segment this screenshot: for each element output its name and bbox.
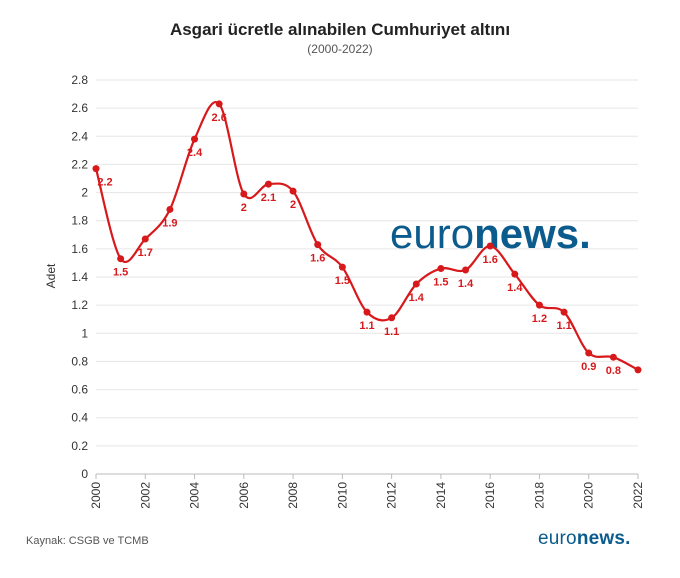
data-label: 1.5 xyxy=(433,277,448,289)
y-tick-label: 0.2 xyxy=(71,439,88,453)
data-point xyxy=(560,308,568,316)
y-tick-label: 0.8 xyxy=(71,354,88,368)
chart-title: Asgari ücretle alınabilen Cumhuriyet alt… xyxy=(169,20,511,39)
x-tick-label: 2020 xyxy=(582,482,596,509)
data-point xyxy=(535,301,543,309)
y-tick-label: 2.2 xyxy=(71,157,88,171)
data-point xyxy=(634,366,642,374)
data-label: 2.1 xyxy=(261,192,276,204)
data-point xyxy=(412,280,420,288)
data-label: 1.1 xyxy=(359,320,374,332)
data-point xyxy=(166,205,174,213)
data-point xyxy=(363,308,371,316)
data-point xyxy=(437,265,445,273)
data-point xyxy=(289,187,297,195)
data-label: 2.2 xyxy=(97,177,112,189)
data-label: 2 xyxy=(241,202,247,214)
data-point xyxy=(486,242,494,250)
y-tick-label: 2 xyxy=(81,186,88,200)
y-tick-label: 2.8 xyxy=(71,73,88,87)
y-tick-label: 1.2 xyxy=(71,298,88,312)
data-point xyxy=(338,263,346,271)
x-tick-label: 2012 xyxy=(385,482,399,509)
chart-subtitle: (2000-2022) xyxy=(307,42,373,56)
euronews-watermark: euronews. xyxy=(390,210,591,257)
y-tick-label: 1.4 xyxy=(71,270,88,284)
x-tick-label: 2018 xyxy=(532,482,546,509)
x-tick-label: 2022 xyxy=(631,482,645,509)
data-point xyxy=(462,266,470,274)
series-line xyxy=(94,100,639,371)
data-label: 1.9 xyxy=(162,217,177,229)
data-label: 1.5 xyxy=(113,267,128,279)
data-point xyxy=(215,100,223,108)
x-tick-label: 2008 xyxy=(286,482,300,509)
data-point xyxy=(609,353,617,361)
data-label: 1.7 xyxy=(138,247,153,259)
data-label: 2.6 xyxy=(212,112,227,124)
data-label: 1.5 xyxy=(335,275,350,287)
data-label: 2.4 xyxy=(187,147,203,159)
data-label: 1.2 xyxy=(532,313,547,325)
x-tick-label: 2006 xyxy=(237,482,251,509)
data-label: 0.8 xyxy=(606,365,621,377)
y-tick-label: 2.6 xyxy=(71,101,88,115)
y-tick-label: 2.4 xyxy=(71,129,88,143)
y-tick-label: 1.8 xyxy=(71,214,88,228)
data-point xyxy=(585,349,593,357)
x-tick-label: 2000 xyxy=(89,482,103,509)
data-label: 1.1 xyxy=(384,326,399,338)
data-point xyxy=(314,241,322,249)
data-point xyxy=(141,235,149,243)
data-point xyxy=(191,135,199,143)
data-label: 1.1 xyxy=(556,320,571,332)
data-label: 1.4 xyxy=(409,292,425,304)
x-tick-label: 2014 xyxy=(434,482,448,509)
data-point xyxy=(388,314,396,322)
x-tick-label: 2010 xyxy=(335,482,349,509)
watermark-text: euronews. xyxy=(390,210,591,257)
y-tick-label: 1 xyxy=(81,326,88,340)
data-point xyxy=(117,255,125,263)
source-note: Kaynak: CSGB ve TCMB xyxy=(26,535,149,547)
data-label: 1.6 xyxy=(483,254,498,266)
data-label: 2 xyxy=(290,199,296,211)
data-point xyxy=(240,190,248,198)
x-tick-label: 2004 xyxy=(188,482,202,509)
data-point xyxy=(511,270,519,278)
data-point xyxy=(264,180,272,188)
euronews-logo: euronews. xyxy=(538,528,631,549)
x-tick-label: 2002 xyxy=(138,482,152,509)
y-axis-ticks: 0 0.2 0.4 0.6 0.8 1 1.2 1.4 1.6 1.8 2 2.2 2.4 2.6 2.8 xyxy=(71,73,88,481)
data-label: 1.4 xyxy=(458,278,474,290)
y-tick-label: 1.6 xyxy=(71,242,88,256)
data-label: 1.4 xyxy=(507,282,523,294)
data-label: 1.6 xyxy=(310,253,325,265)
gridlines xyxy=(96,79,638,475)
y-tick-label: 0.6 xyxy=(71,383,88,397)
y-tick-label: 0.4 xyxy=(71,411,88,425)
data-points xyxy=(92,100,642,374)
x-tick-label: 2016 xyxy=(483,482,497,509)
data-labels: 2.2 1.5 1.7 1.9 2.4 2.6 2 2.1 2 1.6 1.5 1.1 1.1 1.4 1.… xyxy=(97,112,621,377)
data-label: 0.9 xyxy=(581,361,596,373)
data-point xyxy=(92,165,100,173)
y-tick-label: 0 xyxy=(81,467,88,481)
x-axis-ticks: 2000 2002 2004 2006 2008 2010 2012 2014 2016 2018… xyxy=(89,474,645,509)
y-axis-label: Adet xyxy=(44,263,58,288)
